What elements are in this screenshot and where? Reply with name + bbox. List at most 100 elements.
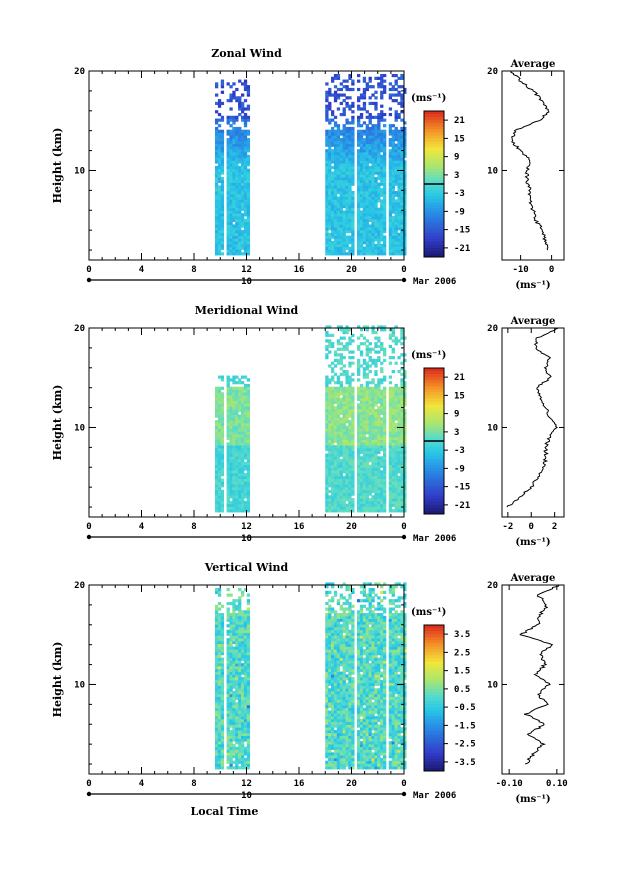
heatmap-cell [235, 475, 239, 480]
heatmap-cell [348, 179, 352, 184]
heatmap-cell [377, 232, 381, 236]
heatmap-cell [345, 403, 349, 407]
heatmap-cell [391, 439, 395, 443]
heatmap-cell [325, 607, 329, 611]
heatmap-cell [246, 450, 251, 454]
heatmap-cell [394, 249, 398, 253]
heatmap-cell [238, 395, 242, 399]
heatmap-cell [246, 741, 251, 745]
heatmap-cell [215, 174, 219, 178]
heatmap-cell [336, 135, 341, 139]
heatmap-cell [397, 196, 401, 200]
heatmap-cell [215, 397, 219, 402]
heatmap-cell [383, 221, 387, 225]
heatmap-cell [243, 160, 248, 164]
heatmap-cell [351, 210, 355, 214]
heatmap-cell [383, 378, 387, 382]
heatmap-cell [400, 246, 404, 250]
heatmap-cell [325, 621, 329, 625]
heatmap-cell [246, 456, 251, 460]
heatmap-cell [325, 344, 329, 349]
heatmap-cell [383, 246, 387, 250]
heatmap-cell [331, 171, 335, 175]
heatmap-cell [371, 498, 375, 502]
heatmap-cell [217, 445, 222, 449]
heatmap-cell [226, 755, 230, 759]
heatmap-cell [362, 90, 367, 94]
heatmap-cell [397, 411, 401, 415]
heatmap-cell [397, 76, 401, 80]
heatmap-cell [400, 447, 404, 452]
heatmap-cell [333, 213, 338, 217]
heatmap-cell [325, 196, 329, 200]
heatmap-cell [359, 185, 364, 189]
heatmap-cell [342, 453, 346, 457]
heatmap-cell [365, 249, 369, 253]
colorbar-segment [424, 392, 444, 396]
heatmap-cell [397, 356, 401, 360]
heatmap-cell [333, 760, 338, 764]
heatmap-cell [377, 378, 381, 382]
colorbar-segment [424, 444, 444, 448]
heatmap-cell [371, 235, 375, 239]
heatmap-cell [380, 445, 384, 449]
heatmap-cell [215, 129, 219, 133]
heatmap-cell [325, 383, 329, 388]
heatmap-cell [374, 484, 378, 488]
heatmap-cell [345, 325, 349, 329]
heatmap-cell [229, 204, 233, 209]
heatmap-cell [348, 160, 352, 164]
heatmap-cell [217, 464, 222, 468]
heatmap-cell [394, 146, 398, 150]
heatmap-cell [351, 467, 355, 471]
heatmap-cell [342, 188, 346, 192]
heatmap-cell [217, 613, 222, 617]
heatmap-cell [235, 417, 239, 421]
heatmap-cell [333, 470, 338, 474]
heatmap-cell [235, 663, 239, 667]
heatmap-cell [345, 132, 349, 136]
heatmap-cell [229, 171, 233, 175]
heatmap-cell [235, 489, 239, 493]
heatmap-cell [397, 188, 401, 192]
heatmap-cell [226, 615, 230, 620]
heatmap-cell [229, 395, 233, 399]
heatmap-cell [235, 752, 239, 756]
heatmap-cell [336, 216, 341, 220]
heatmap-cell [368, 177, 372, 181]
heatmap-cell [391, 478, 395, 482]
heatmap-cell [342, 154, 346, 158]
heatmap-cell [336, 392, 341, 396]
heatmap-cell [325, 224, 329, 228]
heatmap-cell [371, 439, 375, 443]
heatmap-cell [365, 386, 369, 390]
heatmap-cell [371, 179, 375, 184]
heatmap-cell [246, 224, 251, 228]
heatmap-cell [226, 657, 230, 661]
heatmap-cell [362, 406, 367, 410]
heatmap-cell [345, 498, 349, 502]
heatmap-cell [325, 500, 329, 505]
heatmap-cell [220, 613, 225, 617]
heatmap-cell [339, 101, 343, 106]
heatmap-cell [359, 218, 364, 223]
heatmap-cell [243, 718, 248, 723]
heatmap-cell [388, 126, 393, 131]
colorbar-segment [424, 114, 444, 118]
heatmap-cell [235, 140, 239, 145]
heatmap-cell [220, 138, 225, 142]
heatmap-cell [333, 746, 338, 750]
heatmap-cell [397, 459, 401, 463]
heatmap-cell [235, 163, 239, 167]
heatmap-cell [238, 492, 242, 496]
heatmap-cell [362, 160, 367, 164]
heatmap-cell [388, 174, 393, 178]
heatmap-cell [403, 506, 407, 510]
heatmap-cell [217, 478, 222, 482]
heatmap-cell [380, 154, 384, 158]
heatmap-cell [403, 90, 407, 94]
heatmap-cell [336, 347, 341, 351]
heatmap-cell [331, 486, 335, 491]
heatmap-cell [368, 434, 372, 438]
